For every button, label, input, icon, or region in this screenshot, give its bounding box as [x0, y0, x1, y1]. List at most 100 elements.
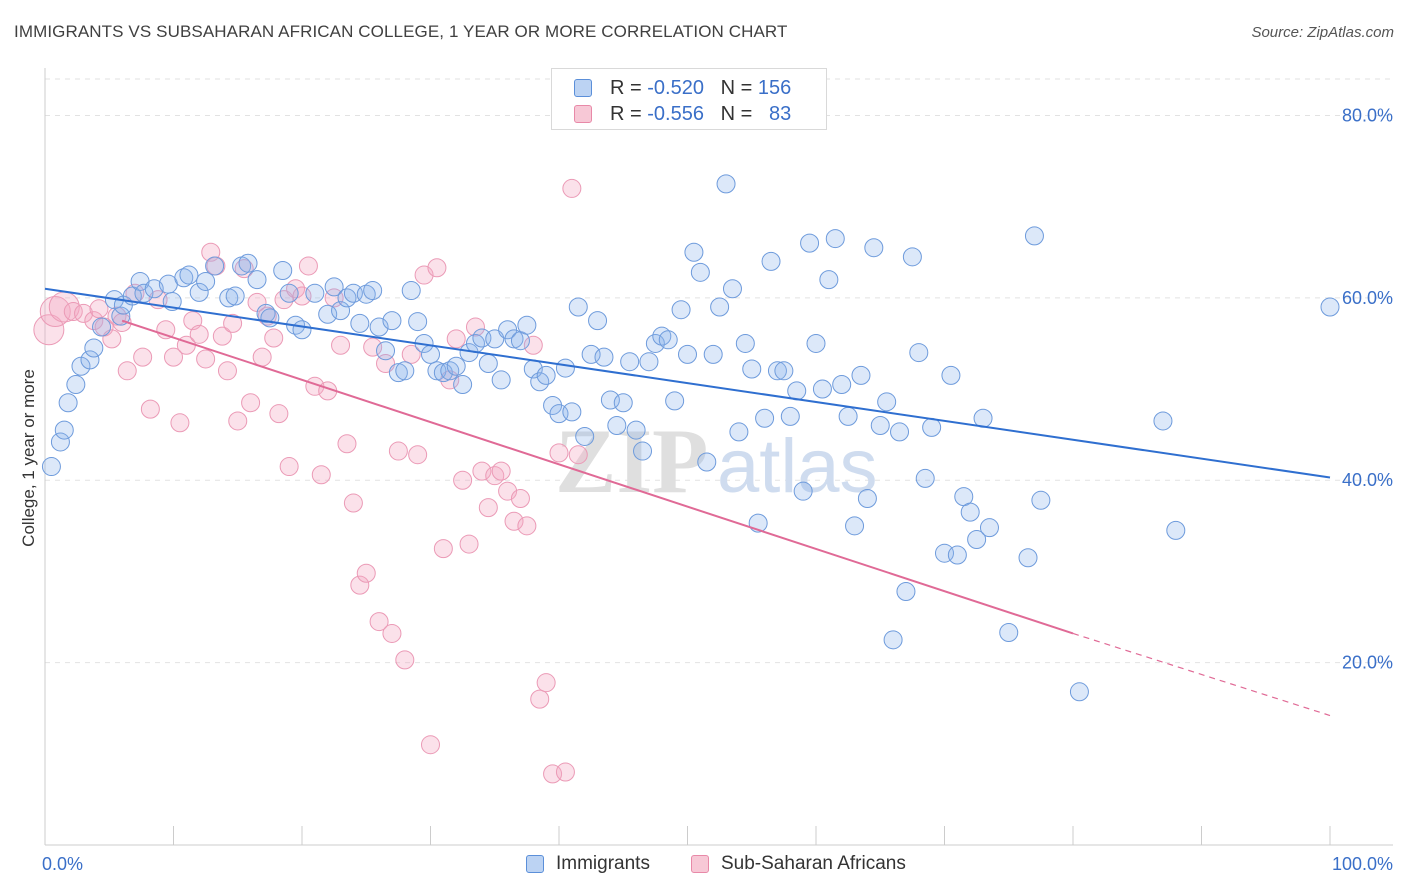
immigrant-point-129 — [922, 417, 942, 437]
immigrant-point-75 — [575, 426, 595, 446]
immigrant-point-30 — [273, 261, 293, 280]
subsaharan-point-4 — [74, 303, 94, 323]
subsaharan-point-5 — [84, 311, 104, 331]
immigrant-point-23 — [219, 288, 239, 308]
immigrant-point-55 — [446, 356, 466, 376]
immigrant-point-61 — [485, 329, 505, 349]
subsaharan-point-59 — [421, 735, 440, 755]
immigrant-point-145 — [1320, 297, 1340, 317]
immigrant-point-18 — [174, 268, 194, 288]
subsaharan-point-63 — [446, 329, 466, 349]
immigrant-point-98 — [722, 279, 742, 299]
immigrant-point-15 — [144, 279, 164, 299]
y-tick-label-1: 40.0% — [1342, 470, 1393, 490]
immigrant-point-49 — [408, 312, 428, 332]
immigrant-point-66 — [517, 315, 537, 335]
immigrant-point-124 — [890, 422, 910, 442]
grid-lines — [45, 78, 1393, 664]
immigrant-point-132 — [947, 545, 967, 565]
immigrant-point-22 — [205, 256, 225, 276]
subsaharan-point-17 — [164, 347, 183, 367]
immigrant-point-10 — [111, 306, 131, 326]
subsaharan-point-54 — [388, 441, 408, 461]
subsaharan-point-49 — [356, 563, 376, 583]
subsaharan-point-25 — [212, 326, 232, 346]
axes — [44, 68, 1393, 846]
n-value-subsaharan: 83 — [769, 103, 792, 125]
immigrant-point-135 — [967, 530, 987, 550]
immigrants-legend-swatch — [526, 855, 544, 873]
subsaharan-point-60 — [427, 258, 447, 278]
immigrant-point-101 — [742, 359, 762, 379]
subsaharan-point-81 — [562, 178, 582, 198]
chart-title: IMMIGRANTS VS SUBSAHARAN AFRICAN COLLEGE… — [14, 22, 788, 41]
subsaharan-point-26 — [217, 361, 237, 381]
immigrant-point-74 — [568, 297, 588, 317]
subsaharan-point-21 — [189, 324, 209, 344]
immigrants-legend-label: Immigrants — [556, 853, 650, 874]
immigrant-point-119 — [857, 488, 877, 508]
immigrant-point-31 — [279, 283, 299, 303]
subsaharan-point-47 — [343, 493, 363, 513]
immigrant-point-112 — [812, 379, 832, 399]
immigrant-point-96 — [710, 297, 730, 317]
immigrant-point-109 — [793, 481, 813, 501]
immigrant-point-19 — [179, 265, 199, 285]
subsaharan-point-75 — [523, 335, 543, 355]
subsaharan-point-74 — [517, 516, 537, 536]
subsaharan-point-73 — [510, 488, 530, 508]
y-tick-label-3: 80.0% — [1342, 105, 1393, 125]
subsaharan-point-40 — [298, 256, 318, 276]
immigrant-point-142 — [1069, 682, 1089, 702]
immigrant-point-6 — [80, 350, 100, 370]
x-tick-left: 0.0% — [42, 854, 83, 874]
immigrant-point-69 — [536, 365, 556, 385]
subsaharan-point-82 — [568, 445, 588, 465]
immigrant-point-35 — [318, 304, 338, 324]
immigrant-point-77 — [588, 311, 608, 331]
subsaharan-point-57 — [408, 445, 428, 465]
subsaharan-point-28 — [228, 411, 248, 431]
watermark-zip: ZIP — [555, 410, 708, 512]
y-tick-label-2: 60.0% — [1342, 288, 1393, 308]
immigrant-point-7 — [84, 338, 104, 358]
immigrant-point-60 — [478, 354, 498, 374]
subsaharan-point-45 — [331, 335, 351, 355]
immigrant-point-131 — [941, 365, 961, 385]
immigrant-point-34 — [305, 283, 325, 303]
subsaharan-point-65 — [459, 534, 479, 554]
subsaharan-points — [33, 178, 588, 784]
x-tick-labels: 0.0% 100.0% — [42, 854, 1393, 874]
immigrant-point-127 — [909, 343, 929, 363]
immigrant-point-0 — [41, 457, 61, 477]
subsaharan-point-46 — [337, 434, 357, 454]
immigrant-point-110 — [800, 233, 820, 253]
immigrant-point-45 — [382, 311, 402, 331]
immigrants-swatch — [574, 79, 592, 97]
r-label: R = — [610, 103, 648, 125]
immigrant-point-86 — [645, 333, 665, 353]
immigrant-point-89 — [665, 391, 685, 411]
immigrant-point-41 — [356, 284, 376, 304]
r-value-subsaharan: -0.556 — [647, 103, 704, 125]
n-label: N = — [720, 103, 758, 125]
immigrant-point-88 — [658, 330, 678, 350]
immigrant-point-93 — [690, 262, 710, 282]
subsaharan-legend-swatch — [691, 855, 709, 873]
immigrant-point-111 — [806, 333, 826, 353]
subsaharan-point-80 — [555, 762, 575, 782]
n-label: N = — [720, 77, 758, 99]
immigrant-point-105 — [767, 361, 787, 381]
immigrant-point-84 — [633, 441, 653, 461]
immigrant-point-8 — [92, 317, 112, 337]
immigrant-point-3 — [58, 393, 78, 413]
immigrant-point-113 — [819, 270, 839, 290]
subsaharan-point-68 — [478, 498, 498, 518]
subsaharan-point-30 — [241, 393, 261, 413]
subsaharan-point-67 — [472, 461, 492, 481]
subsaharan-point-51 — [369, 612, 389, 632]
subsaharan-point-79 — [549, 443, 569, 463]
y-tick-label-0: 20.0% — [1342, 653, 1393, 673]
immigrant-point-108 — [787, 381, 807, 401]
